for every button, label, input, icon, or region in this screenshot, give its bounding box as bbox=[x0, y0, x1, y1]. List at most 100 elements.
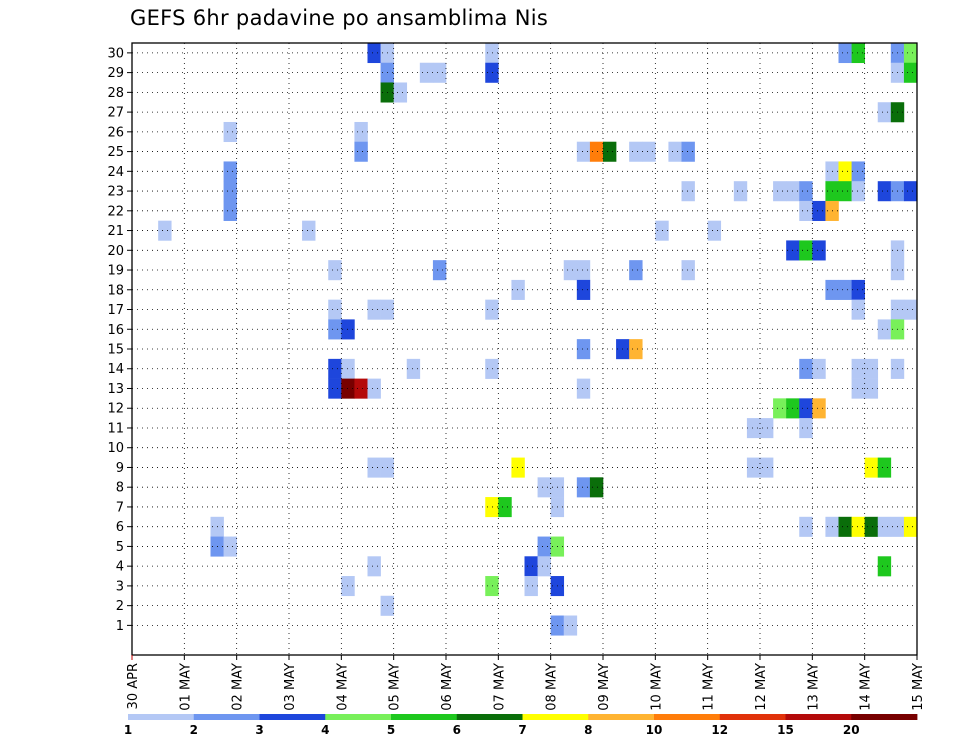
heatmap-cell-m6-t56 bbox=[864, 516, 879, 537]
heatmap-cell-m25-t41 bbox=[668, 141, 682, 162]
heatmap-cell-m19-t15 bbox=[328, 260, 342, 281]
x-tick-label: 07 MAY bbox=[492, 663, 507, 711]
colorbar-swatch bbox=[456, 714, 523, 720]
heatmap-cell-m17-t18 bbox=[367, 299, 381, 320]
heatmap-cell-m9-t48 bbox=[760, 457, 774, 478]
y-tick-label: 30 bbox=[107, 46, 124, 61]
heatmap-cell-m12-t52 bbox=[812, 398, 826, 419]
heatmap-cell-m26-t7 bbox=[223, 121, 237, 143]
heatmap-cell-m23-t59 bbox=[903, 181, 918, 202]
heatmap-cell-m3-t30 bbox=[524, 576, 538, 597]
colorbar-label: 8 bbox=[584, 723, 592, 737]
heatmap-cell-m8-t35 bbox=[589, 477, 604, 498]
grid-lines bbox=[132, 43, 917, 655]
heatmap-cell-m14-t55 bbox=[851, 358, 865, 379]
y-tick-label: 19 bbox=[107, 264, 124, 279]
x-tick-label: 09 MAY bbox=[597, 663, 612, 711]
heatmap-cell-m26-t17 bbox=[354, 121, 368, 143]
colorbar-label: 6 bbox=[453, 723, 461, 737]
colorbar-swatch bbox=[654, 714, 721, 720]
y-tick-label: 22 bbox=[107, 204, 124, 219]
y-tick-label: 14 bbox=[107, 362, 124, 377]
heatmap-cell-m9-t29 bbox=[511, 457, 525, 478]
heatmap-cell-m21-t44 bbox=[707, 220, 722, 241]
heatmap-cell-m28-t20 bbox=[393, 82, 408, 103]
x-tick-label: 08 MAY bbox=[545, 663, 560, 711]
heatmap-cell-m19-t23 bbox=[432, 260, 447, 281]
y-tick-label: 17 bbox=[107, 303, 124, 318]
heatmap-cell-m18-t34 bbox=[576, 279, 591, 300]
heatmap-cell-m14-t56 bbox=[864, 358, 879, 379]
x-tick-label: 30 APR bbox=[126, 663, 141, 709]
heatmap-cell-m9-t56 bbox=[864, 457, 879, 478]
heatmap-cell-m6-t54 bbox=[838, 516, 852, 537]
x-axis: 30 APR 01 MAY 02 MAY 03 MAY 04 MAY 05 MAY 06 M… bbox=[126, 655, 926, 711]
heatmap-cell-m23-t57 bbox=[877, 181, 892, 202]
heatmap-cell-m11-t48 bbox=[760, 418, 774, 439]
heatmap-cell-m18-t54 bbox=[838, 279, 852, 300]
y-tick-label: 18 bbox=[107, 283, 124, 298]
heatmap-cell-m23-t49 bbox=[773, 181, 787, 202]
heatmap-cell-m24-t7 bbox=[223, 161, 237, 182]
heatmap-cell-m24-t54 bbox=[838, 161, 852, 182]
colorbar-label: 4 bbox=[321, 723, 329, 737]
y-tick-label: 2 bbox=[116, 599, 124, 614]
heatmap-cell-m30-t59 bbox=[903, 43, 918, 64]
chart-title: GEFS 6hr padavine po ansamblima Nis bbox=[130, 6, 549, 30]
heatmap-cell-m15-t38 bbox=[629, 339, 643, 360]
y-tick-label: 20 bbox=[107, 244, 124, 259]
colorbar-label: 5 bbox=[387, 723, 395, 737]
heatmap-cell-m4-t30 bbox=[524, 556, 538, 577]
heatmap-cell-m17-t15 bbox=[328, 299, 342, 320]
heatmap-cell-m29-t22 bbox=[419, 62, 434, 83]
heatmap-cell-m24-t55 bbox=[851, 161, 865, 182]
x-tick-label: 11 MAY bbox=[702, 663, 717, 711]
y-tick-label: 3 bbox=[116, 579, 124, 594]
y-tick-label: 29 bbox=[107, 66, 124, 81]
heatmap-cell-m19-t38 bbox=[629, 260, 643, 281]
heatmap-cell-m18-t29 bbox=[511, 279, 525, 300]
colorbar-label: 20 bbox=[843, 723, 860, 737]
heatmap-cell-m4-t31 bbox=[537, 556, 551, 577]
y-tick-label: 6 bbox=[116, 520, 124, 535]
y-tick-label: 9 bbox=[116, 461, 124, 476]
heatmap-cell-m11-t47 bbox=[746, 418, 761, 439]
y-tick-label: 5 bbox=[116, 540, 124, 555]
x-tick-label: 06 MAY bbox=[440, 663, 455, 711]
colorbar-label: 3 bbox=[255, 723, 263, 737]
heatmap-cell-m1-t33 bbox=[563, 615, 578, 636]
heatmap-cell-m27-t57 bbox=[877, 102, 892, 123]
heatmap-cell-m25-t17 bbox=[354, 141, 368, 162]
heatmap-cell-m13-t55 bbox=[851, 378, 865, 399]
heatmap-cell-m22-t51 bbox=[799, 200, 813, 221]
heatmap-cell-m16-t57 bbox=[877, 319, 892, 340]
heatmap-cell-m20-t52 bbox=[812, 240, 826, 261]
colorbar-label: 12 bbox=[711, 723, 728, 737]
heatmap-cell-m3-t27 bbox=[485, 576, 499, 597]
heatmap-cell-m13-t16 bbox=[341, 378, 355, 399]
heatmap-cell-m29-t23 bbox=[432, 62, 447, 83]
y-tick-label: 15 bbox=[107, 343, 124, 358]
y-tick-label: 13 bbox=[107, 382, 124, 397]
y-tick-label: 10 bbox=[107, 441, 124, 456]
heatmap-cell-m30-t55 bbox=[851, 43, 865, 64]
x-tick-label: 14 MAY bbox=[859, 663, 874, 711]
heatmap-cell-m13-t34 bbox=[576, 378, 591, 399]
heatmap-cell-m25-t38 bbox=[629, 141, 643, 162]
heatmap-cell-m22-t52 bbox=[812, 200, 826, 221]
colorbar-swatch bbox=[391, 714, 458, 720]
heatmap-cell-m23-t42 bbox=[681, 181, 695, 202]
y-tick-label: 27 bbox=[107, 106, 124, 121]
y-tick-label: 7 bbox=[116, 500, 124, 515]
x-tick-label: 02 MAY bbox=[231, 663, 246, 711]
x-tick-label: 15 MAY bbox=[911, 663, 926, 711]
heatmap-cell-m22-t7 bbox=[223, 200, 237, 221]
colorbar: 1 2 3 4 5 6 7 8 10 12 15 20 bbox=[124, 714, 918, 737]
x-tick-label: 12 MAY bbox=[754, 663, 769, 711]
x-tick-label: 05 MAY bbox=[388, 663, 403, 711]
heatmap-cell-m16-t16 bbox=[341, 319, 355, 340]
heatmap-cell-m23-t46 bbox=[733, 181, 748, 202]
heatmap-cell-m17-t59 bbox=[903, 299, 918, 320]
colorbar-label: 2 bbox=[190, 723, 198, 737]
